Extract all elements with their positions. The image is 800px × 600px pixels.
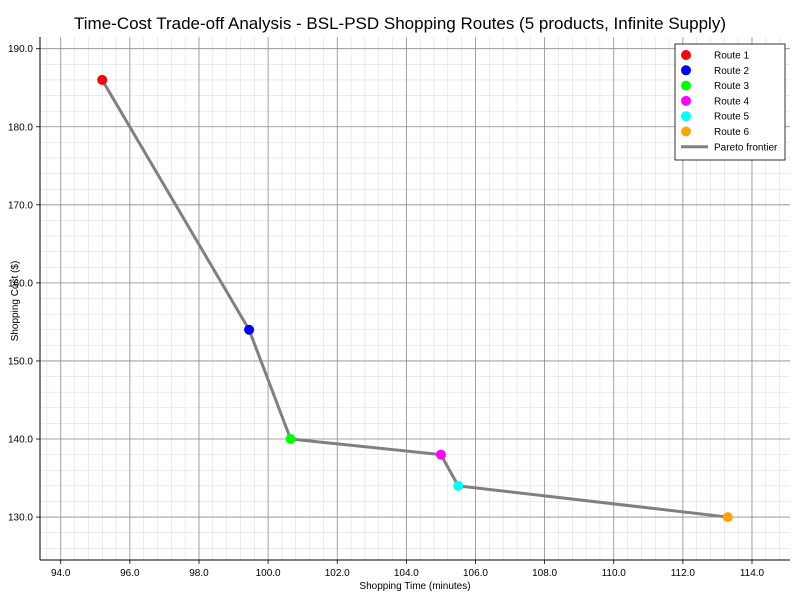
pareto-frontier-line [100, 78, 730, 519]
legend: Route 1 Route 2 Route 3 Route 4 Route 5 Route… [674, 43, 786, 161]
x-axis-ticks: 94.0 96.0 98.0 100.0 102.0 104.0 106.0 108.0 110… [51, 560, 765, 579]
axes [39, 37, 790, 561]
x-tick-label: 112.0 [671, 568, 696, 579]
major-grid [40, 37, 790, 560]
legend-marker-route-4 [681, 95, 691, 106]
legend-marker-route-1 [681, 50, 691, 60]
point-route-3 [285, 434, 296, 445]
legend-label-route-1: Route 1 [714, 51, 749, 62]
y-axis-ticks: 130.0 140.0 150.0 160.0 170.0 180.0 190.0 [8, 44, 40, 524]
legend-label-route-6: Route 6 [714, 127, 749, 138]
legend-label-route-4: Route 4 [714, 96, 749, 107]
legend-label-route-2: Route 2 [714, 66, 749, 77]
y-tick-label: 140.0 [8, 435, 33, 446]
point-route-4 [435, 449, 446, 460]
y-tick-label: 170.0 [8, 200, 33, 211]
legend-box [674, 43, 786, 161]
y-tick-label: 190.0 [8, 44, 33, 55]
x-tick-label: 94.0 [51, 568, 71, 579]
plot-area: 94.0 96.0 98.0 100.0 102.0 104.0 106.0 108.0 110… [8, 37, 790, 579]
y-axis-label: Shopping Cost ($) [10, 261, 21, 342]
legend-marker-route-6 [681, 126, 691, 137]
legend-marker-route-5 [681, 111, 691, 122]
y-tick-label: 150.0 [8, 356, 33, 367]
y-tick-label: 130.0 [8, 513, 33, 524]
x-tick-label: 96.0 [120, 568, 140, 579]
legend-marker-route-3 [681, 80, 691, 91]
x-axis-label: Shopping Time (minutes) [359, 581, 470, 592]
x-tick-label: 114.0 [740, 568, 765, 579]
x-tick-label: 110.0 [602, 568, 627, 579]
point-route-5 [453, 480, 464, 491]
x-tick-label: 106.0 [463, 568, 488, 579]
y-tick-label: 160.0 [8, 278, 33, 289]
x-tick-label: 104.0 [394, 568, 419, 579]
legend-label-route-5: Route 5 [714, 112, 749, 123]
point-route-2 [244, 324, 255, 335]
data-points [97, 74, 733, 523]
point-route-1 [97, 74, 108, 85]
point-route-6 [722, 512, 733, 523]
y-tick-label: 180.0 [8, 122, 33, 133]
chart-title: Time-Cost Trade-off Analysis - BSL-PSD S… [74, 14, 726, 33]
x-tick-label: 100.0 [256, 568, 281, 579]
x-tick-label: 102.0 [325, 568, 350, 579]
x-tick-label: 108.0 [532, 568, 557, 579]
legend-marker-route-2 [681, 65, 691, 76]
legend-label-route-3: Route 3 [714, 81, 749, 92]
legend-label-pareto: Pareto frontier [714, 142, 778, 153]
x-tick-label: 98.0 [189, 568, 209, 579]
